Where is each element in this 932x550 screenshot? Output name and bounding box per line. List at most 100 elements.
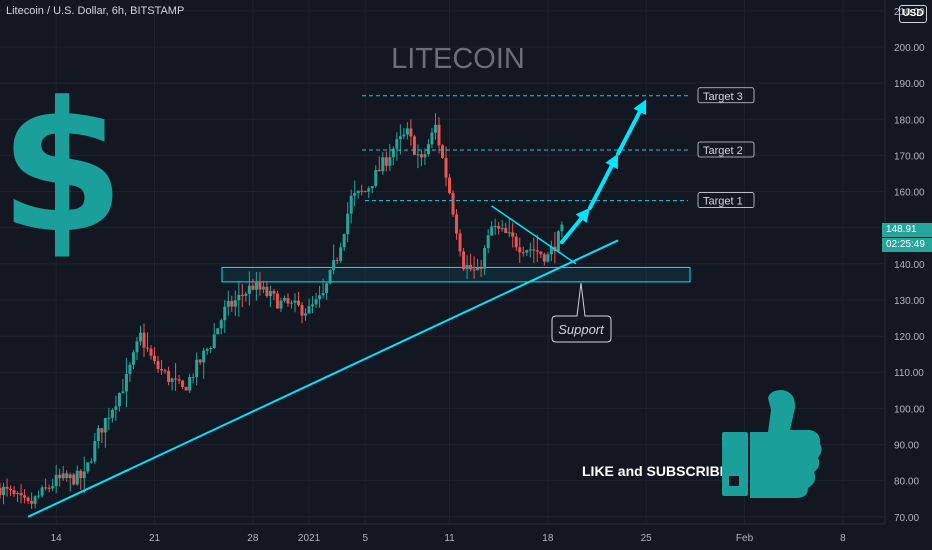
candle-body — [469, 264, 473, 270]
candle-body — [507, 232, 511, 234]
candle — [195, 352, 199, 386]
candle — [54, 465, 58, 494]
price-axis[interactable]: 70.00 80.00 90.00 100.00 110.00 120.00 130.00 1… — [884, 0, 925, 524]
candle-body — [293, 300, 297, 303]
candle-body — [360, 190, 364, 192]
candle-body — [356, 190, 360, 194]
candle-body — [539, 251, 543, 255]
candle — [409, 119, 413, 146]
candle-body — [23, 495, 27, 498]
candle — [121, 378, 125, 394]
target-label-box — [697, 87, 755, 104]
candle — [490, 221, 494, 236]
candle — [146, 332, 149, 352]
time-tick-label: 5 — [362, 533, 368, 544]
candle-body — [107, 417, 111, 419]
candle-body — [479, 267, 483, 269]
candle-body — [307, 306, 311, 314]
candle — [153, 347, 157, 365]
candle — [546, 251, 550, 263]
candle — [293, 293, 297, 313]
candle — [247, 271, 251, 306]
candle — [346, 202, 350, 243]
support-zone-box — [221, 266, 691, 283]
candle — [335, 257, 339, 265]
candle-body — [244, 293, 248, 296]
candle — [47, 484, 51, 493]
candle-body — [72, 474, 76, 485]
candle-body — [535, 250, 539, 252]
candle-body — [335, 260, 339, 262]
candle-body — [167, 370, 171, 382]
candle — [114, 395, 118, 421]
candle — [405, 122, 409, 140]
target-label-box — [697, 141, 755, 158]
candle-body — [275, 293, 279, 309]
candle-body — [138, 332, 142, 342]
candle — [444, 146, 448, 187]
candle-body — [26, 497, 30, 502]
candle — [325, 282, 329, 301]
candle — [514, 232, 518, 252]
candle — [511, 222, 515, 248]
candle-body — [153, 355, 157, 362]
candle-body — [297, 300, 301, 306]
candle-body — [209, 348, 213, 350]
candle — [430, 128, 434, 149]
candle — [198, 359, 202, 365]
candle — [156, 356, 160, 373]
price-tick-label: 210.00 — [894, 7, 925, 18]
candle-body — [332, 260, 336, 270]
candle — [30, 492, 34, 509]
candle-body — [518, 247, 522, 253]
candle-body — [556, 231, 560, 252]
candle-body — [47, 487, 51, 489]
candle-body — [409, 128, 413, 137]
candle — [532, 237, 536, 263]
candle-body — [156, 361, 160, 369]
candle — [377, 156, 381, 172]
candle — [521, 246, 525, 257]
candle — [103, 417, 107, 448]
candle-body — [546, 254, 550, 262]
candle-body — [12, 490, 16, 495]
candle — [177, 374, 181, 384]
candle — [307, 298, 311, 314]
candle — [138, 325, 142, 346]
price-tick-label: 120.00 — [894, 332, 925, 343]
candle — [79, 468, 83, 491]
candle-body — [75, 470, 79, 485]
candle-body — [237, 294, 241, 301]
candle-body — [131, 352, 135, 365]
candle-body — [448, 177, 452, 194]
candle — [124, 357, 128, 408]
candle-body — [542, 254, 546, 262]
candle — [311, 296, 315, 314]
candle-body — [265, 286, 269, 297]
price-tick-label: 80.00 — [894, 477, 919, 488]
projection-arrows — [559, 99, 647, 245]
candle-body — [254, 281, 258, 290]
candle-body — [37, 495, 41, 497]
candle-body — [163, 370, 167, 372]
candle — [128, 362, 132, 382]
candle-body — [247, 285, 251, 294]
candle — [472, 256, 476, 279]
candle — [507, 219, 511, 238]
price-tick-label: 190.00 — [894, 79, 925, 90]
candle-body — [100, 428, 104, 433]
candle-body — [174, 378, 178, 380]
time-tick-label: Feb — [736, 533, 754, 544]
candle-body — [89, 461, 93, 463]
candle-body — [325, 283, 329, 294]
target-label-box — [697, 192, 755, 208]
projection-arrow-head — [605, 153, 619, 170]
time-axis[interactable]: 14 21 28 2021 5 11 18 25 Feb 8 — [0, 523, 885, 544]
candle — [131, 349, 135, 370]
candle — [181, 379, 185, 390]
candle-body — [437, 124, 441, 146]
candle-body — [500, 228, 504, 230]
target-label: Target 3 — [703, 91, 743, 103]
currency-badge[interactable]: USD — [899, 5, 927, 23]
